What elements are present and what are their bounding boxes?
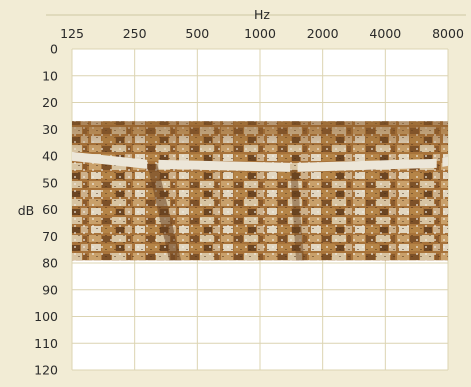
marble-railing-edge: [442, 156, 448, 167]
y-axis-title: dB: [18, 203, 35, 218]
y-tick-label: 30: [42, 122, 58, 137]
y-tick-label: 40: [42, 149, 58, 164]
y-tick-label: 120: [34, 363, 58, 378]
photo-band: [72, 121, 448, 261]
y-tick-labels: 0 10 20 30 40 50 60 70 80 90 100 110 120: [34, 42, 58, 378]
y-tick-label: 60: [42, 202, 58, 217]
marble-railing-right: [297, 158, 437, 172]
y-tick-label: 100: [34, 309, 58, 324]
x-tick-label: 8000: [432, 26, 464, 41]
marble-railing-middle: [158, 159, 291, 172]
stair-aisle-left: [147, 163, 182, 261]
y-tick-label: 70: [42, 229, 58, 244]
stair-aisle-right: [290, 169, 305, 261]
x-tick-label: 1000: [244, 26, 276, 41]
x-tick-label: 4000: [369, 26, 401, 41]
x-tick-label: 250: [123, 26, 147, 41]
upper-rows-shade: [72, 121, 448, 152]
x-axis-title: Hz: [254, 7, 270, 22]
y-tick-label: 10: [42, 68, 58, 83]
marble-railing-left: [72, 151, 148, 169]
y-tick-label: 20: [42, 95, 58, 110]
y-tick-label: 90: [42, 282, 58, 297]
x-tick-label: 2000: [307, 26, 339, 41]
y-tick-label: 0: [50, 42, 58, 57]
x-tick-labels: 125 250 500 1000 2000 4000 8000: [60, 26, 464, 41]
x-tick-label: 500: [185, 26, 209, 41]
x-tick-label: 125: [60, 26, 84, 41]
y-tick-label: 80: [42, 256, 58, 271]
y-tick-label: 110: [34, 336, 58, 351]
y-tick-label: 50: [42, 175, 58, 190]
